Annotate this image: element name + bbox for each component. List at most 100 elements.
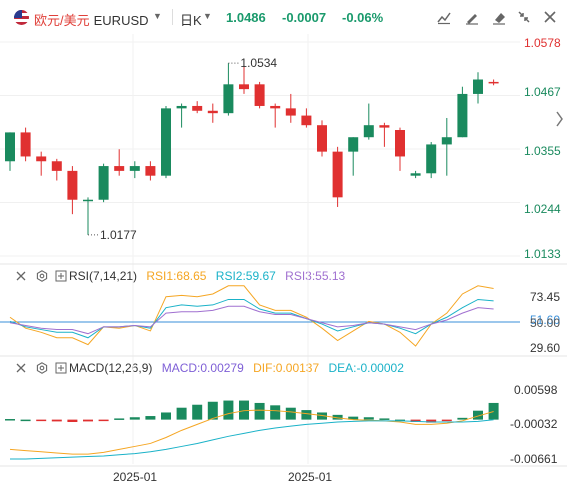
top-bar: 欧元/美元 EURUSD ▼ 日K ▼ 1.0486 -0.0007 -0.06% bbox=[0, 0, 567, 34]
macd-settings-gear-icon[interactable] bbox=[36, 362, 48, 374]
time-axis-label: 2025-01 bbox=[288, 470, 332, 484]
rsi-series bbox=[9, 285, 494, 347]
candle-body bbox=[348, 137, 359, 152]
rsi-axis-label: 51.60 bbox=[530, 313, 560, 327]
macd-bar bbox=[457, 417, 468, 420]
macd-bar bbox=[67, 419, 78, 423]
eraser-icon[interactable] bbox=[490, 8, 508, 26]
macd-bar bbox=[207, 401, 218, 420]
hide-indicator-icon[interactable] bbox=[15, 270, 27, 282]
hide-macd-icon[interactable] bbox=[15, 362, 27, 374]
candle-body bbox=[473, 79, 483, 94]
candle-body bbox=[67, 170, 78, 200]
rsi-title: RSI(7,14,21) bbox=[69, 269, 138, 283]
macd-bar bbox=[473, 410, 483, 420]
candle-body bbox=[83, 199, 93, 202]
candle-body bbox=[192, 105, 203, 111]
macd-bar bbox=[223, 400, 234, 420]
price-axis-label: 1.0467 bbox=[524, 85, 561, 99]
price-axis-label: 1.0133 bbox=[524, 247, 561, 261]
high-annotation: 1.0534 bbox=[228, 56, 277, 70]
candle-body bbox=[317, 125, 327, 152]
macd-bar bbox=[441, 419, 452, 422]
dea-value: DEA:-0.00002 bbox=[328, 361, 404, 375]
candle-body bbox=[207, 110, 218, 114]
dea-line bbox=[10, 419, 494, 460]
candle-body bbox=[457, 93, 468, 138]
macd-bar bbox=[270, 405, 281, 420]
candle-body bbox=[239, 84, 249, 90]
low-annotation: 1.0177 bbox=[88, 228, 137, 242]
macd-bar bbox=[98, 419, 109, 422]
indicator-settings-icon[interactable] bbox=[435, 8, 453, 26]
candle-body bbox=[488, 81, 499, 84]
macd-bar bbox=[301, 410, 312, 420]
macd-histogram bbox=[5, 400, 499, 423]
candle-body bbox=[114, 166, 125, 171]
divider bbox=[172, 9, 173, 25]
macd-bar bbox=[176, 407, 187, 420]
collapse-icon[interactable] bbox=[515, 8, 533, 26]
low-price-label: 1.0177 bbox=[100, 228, 137, 242]
macd-bar bbox=[83, 419, 93, 422]
price-axis: 1.0578 1.0467 1.0355 1.0244 1.0133 bbox=[524, 36, 561, 261]
candle-body bbox=[223, 84, 234, 114]
candle-body bbox=[51, 161, 62, 171]
macd-bar bbox=[239, 400, 249, 420]
rsi3-line bbox=[9, 305, 494, 335]
macd-bar bbox=[348, 416, 359, 420]
macd-bar bbox=[426, 419, 437, 423]
symbol-dropdown-icon[interactable]: ▼ bbox=[153, 11, 162, 21]
dif-line bbox=[9, 409, 494, 455]
candle-body bbox=[410, 173, 421, 176]
rsi-header: RSI(7,14,21) RSI1:68.65 RSI2:59.67 RSI3:… bbox=[69, 269, 345, 283]
rsi-settings-gear-icon[interactable] bbox=[36, 270, 48, 282]
period-selector[interactable]: 日K bbox=[180, 13, 202, 28]
candle-body bbox=[176, 105, 187, 109]
rsi-expand-icon[interactable] bbox=[55, 270, 67, 282]
macd-value: MACD:0.00279 bbox=[161, 361, 244, 375]
chart-grid bbox=[0, 34, 567, 467]
price-axis-label: 1.0355 bbox=[524, 144, 561, 158]
candle-body bbox=[98, 166, 109, 200]
candle-body bbox=[379, 125, 390, 128]
macd-title: MACD(12,26,9) bbox=[69, 361, 153, 375]
macd-bar bbox=[363, 417, 374, 420]
symbol-selector[interactable]: 欧元/美元 EURUSD bbox=[34, 10, 149, 29]
symbol-name: 欧元/美元 bbox=[34, 13, 90, 28]
time-axis: 2025-01 2025-01 bbox=[113, 470, 332, 484]
macd-bar bbox=[488, 402, 499, 420]
candle-body bbox=[5, 132, 15, 162]
candlestick-series bbox=[5, 63, 499, 235]
macd-header: MACD(12,26,9) MACD:0.00279 DIF:0.00137 D… bbox=[69, 361, 404, 375]
candle-body bbox=[363, 125, 374, 138]
macd-bar bbox=[114, 418, 125, 420]
rsi-axis: 73.45 51.60 50.00 29.60 bbox=[530, 290, 560, 355]
eu-us-flag-icon bbox=[14, 10, 29, 25]
price-change: -0.0007 bbox=[282, 10, 327, 25]
rsi2-line bbox=[9, 298, 494, 339]
macd-axis: 0.00598 -0.00032 -0.00661 bbox=[510, 383, 558, 466]
period-dropdown-icon[interactable]: ▼ bbox=[203, 11, 212, 21]
time-axis-label: 2025-01 bbox=[113, 470, 157, 484]
price-axis-label: 1.0244 bbox=[524, 202, 561, 216]
macd-bar bbox=[254, 402, 265, 420]
scroll-right-icon[interactable] bbox=[556, 111, 563, 127]
macd-bar bbox=[36, 419, 47, 422]
macd-bar bbox=[51, 419, 62, 422]
candle-body bbox=[301, 115, 312, 126]
macd-bar bbox=[379, 418, 390, 420]
chart-area[interactable]: 1.0578 1.0467 1.0355 1.0244 1.0133 1.053… bbox=[0, 34, 567, 488]
dif-value: DIF:0.00137 bbox=[253, 361, 320, 375]
macd-axis-label: -0.00661 bbox=[510, 452, 558, 466]
draw-tool-icon[interactable] bbox=[463, 8, 481, 26]
macd-bar bbox=[20, 419, 31, 422]
rsi-axis-label: 73.45 bbox=[530, 290, 560, 304]
rsi1-line bbox=[9, 285, 494, 347]
candle-body bbox=[20, 132, 31, 157]
rsi1-value: RSI1:68.65 bbox=[146, 269, 207, 283]
rsi-axis-label: 29.60 bbox=[530, 341, 560, 355]
macd-expand-icon[interactable] bbox=[55, 362, 67, 374]
candle-body bbox=[129, 166, 140, 171]
close-icon[interactable] bbox=[541, 8, 559, 26]
